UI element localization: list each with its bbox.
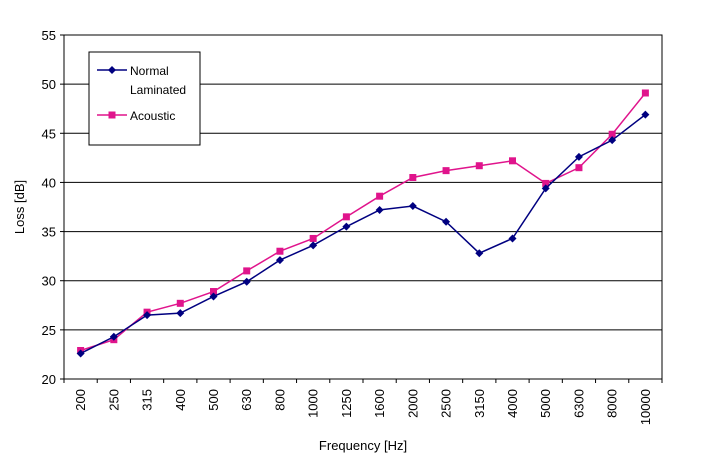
data-point — [376, 192, 384, 200]
data-point — [541, 184, 550, 193]
data-point — [309, 234, 317, 242]
series-line — [80, 92, 646, 352]
data-point — [243, 267, 251, 275]
x-tick-label: 500 — [206, 389, 221, 411]
data-point — [342, 222, 351, 231]
data-point — [309, 241, 318, 250]
data-point — [176, 299, 184, 307]
x-axis-title: Frequency [Hz] — [319, 438, 407, 453]
data-point — [442, 167, 450, 175]
x-tick-label: 2500 — [439, 389, 454, 418]
data-point — [574, 152, 583, 161]
data-point — [641, 110, 650, 119]
data-point — [608, 136, 617, 145]
series-line — [80, 114, 646, 355]
data-point — [76, 349, 85, 358]
data-point — [342, 213, 350, 221]
y-tick-label: 50 — [42, 77, 56, 92]
x-tick-label: 800 — [272, 389, 287, 411]
x-tick-label: 1250 — [339, 389, 354, 418]
data-point — [575, 164, 583, 172]
data-point — [641, 89, 649, 97]
data-point — [209, 292, 218, 301]
data-point — [408, 202, 417, 211]
x-tick-label: 10000 — [638, 389, 653, 425]
y-tick-label: 30 — [42, 274, 56, 289]
data-point — [475, 249, 484, 258]
x-axis: 200 250 315 400 500 630 800 1000 1250 1600 2000 250… — [63, 379, 663, 425]
x-tick-label: 3150 — [472, 389, 487, 418]
data-point — [143, 311, 152, 320]
data-point — [210, 288, 217, 296]
data-point — [276, 247, 284, 255]
legend-label: Normal — [130, 64, 169, 78]
y-tick-label: 55 — [42, 28, 56, 43]
y-axis-title: Loss [dB] — [12, 180, 27, 234]
y-tick-label: 35 — [42, 225, 56, 240]
x-tick-label: 400 — [173, 389, 188, 411]
y-tick-label: 40 — [42, 175, 56, 190]
data-point — [509, 157, 516, 165]
data-point — [608, 130, 616, 138]
y-axis: 20 25 30 35 40 45 50 55 — [42, 28, 64, 387]
x-tick-label: 315 — [140, 389, 155, 411]
legend-label: Acoustic — [130, 109, 175, 123]
y-tick-label: 20 — [42, 372, 56, 387]
y-tick-label: 25 — [42, 323, 56, 338]
x-tick-label: 5000 — [538, 389, 553, 418]
x-tick-label: 1000 — [306, 389, 321, 418]
series-layer — [76, 89, 650, 358]
data-point — [409, 174, 417, 182]
x-tick-label: 4000 — [505, 389, 520, 418]
x-tick-label: 250 — [106, 389, 121, 411]
x-tick-label: 8000 — [605, 389, 620, 418]
x-tick-label: 2000 — [405, 389, 420, 418]
data-point — [176, 309, 185, 318]
legend-box — [88, 51, 201, 146]
legend-swatch-marker — [108, 111, 116, 119]
y-tick-label: 45 — [42, 126, 56, 141]
legend: Normal Laminated Acoustic — [88, 51, 201, 146]
x-tick-label: 630 — [239, 389, 254, 411]
data-point — [275, 256, 284, 265]
data-point — [475, 162, 483, 170]
data-point — [542, 179, 550, 187]
x-tick-label: 200 — [73, 389, 88, 411]
data-point — [242, 277, 251, 286]
data-point — [109, 332, 118, 341]
series-normal-laminated — [76, 110, 650, 358]
data-point — [442, 217, 451, 226]
legend-label: Laminated — [130, 83, 186, 97]
x-tick-label: 6300 — [571, 389, 586, 418]
legend-swatch-marker — [108, 66, 116, 74]
data-point — [375, 205, 384, 214]
data-point — [508, 234, 517, 243]
series-acoustic — [77, 89, 649, 354]
x-tick-label: 1600 — [372, 389, 387, 418]
